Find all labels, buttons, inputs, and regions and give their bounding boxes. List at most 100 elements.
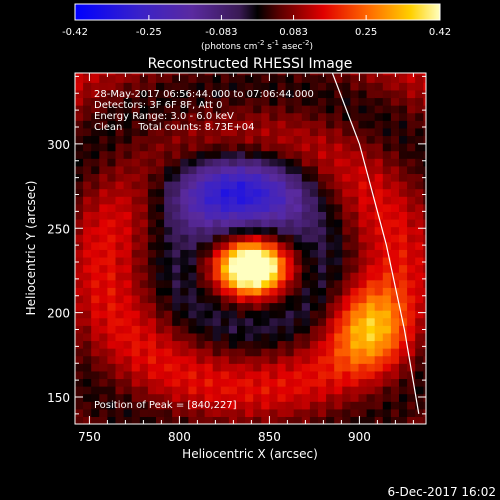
heatmap-cell — [139, 158, 149, 167]
heatmap-cell — [172, 135, 181, 144]
heatmap-cell — [253, 393, 262, 402]
heatmap-cell — [123, 173, 133, 182]
heatmap-cell — [147, 73, 157, 76]
colorbar-tick-label: -0.25 — [136, 27, 162, 38]
heatmap-cell — [293, 73, 303, 76]
heatmap-cell — [309, 135, 319, 144]
heatmap-cell — [350, 378, 360, 387]
heatmap-cell — [228, 287, 238, 296]
heatmap-cell — [269, 211, 279, 220]
heatmap-cell — [131, 226, 141, 235]
heatmap-cell — [123, 302, 133, 311]
colorbar-tick-label: 0.25 — [355, 27, 377, 38]
heatmap-cell — [156, 310, 165, 319]
heatmap-cell — [147, 105, 157, 114]
heatmap-cell — [407, 378, 416, 387]
heatmap-cell — [293, 112, 303, 121]
heatmap-cell — [131, 393, 141, 402]
heatmap-cell — [123, 105, 133, 114]
heatmap-cell — [374, 112, 384, 121]
heatmap-cell — [123, 272, 133, 281]
heatmap-cell — [164, 188, 173, 197]
heatmap-cell — [139, 105, 149, 114]
heatmap-cell — [301, 416, 311, 424]
heatmap-cell — [399, 393, 408, 402]
heatmap-cell — [123, 218, 133, 228]
heatmap-cell — [407, 294, 416, 304]
heatmap-cell — [83, 310, 92, 319]
heatmap-cell — [156, 348, 165, 357]
heatmap-cell — [91, 181, 100, 190]
heatmap-cell — [83, 135, 92, 144]
heatmap-cell — [318, 302, 327, 311]
heatmap-cell — [204, 393, 214, 402]
heatmap-cell — [99, 340, 108, 349]
heatmap-cell — [277, 287, 287, 296]
heatmap-cell — [399, 355, 408, 364]
heatmap-cell — [415, 112, 424, 121]
heatmap-cell — [309, 97, 319, 106]
heatmap-cell — [164, 89, 173, 99]
heatmap-cell — [390, 203, 400, 212]
heatmap-cell — [115, 211, 125, 220]
heatmap-cell — [309, 127, 319, 137]
heatmap-cell — [358, 211, 368, 220]
heatmap-cell — [99, 105, 108, 114]
heatmap-cell — [261, 82, 270, 91]
heatmap-cell — [261, 363, 270, 372]
heatmap-cell — [131, 272, 141, 281]
heatmap-cell — [83, 256, 92, 266]
heatmap-cell — [334, 188, 343, 197]
heatmap-cell — [285, 97, 295, 106]
heatmap-cell — [318, 294, 327, 304]
heatmap-cell — [318, 97, 327, 106]
heatmap-cell — [318, 165, 327, 175]
heatmap-cell — [147, 355, 157, 364]
heatmap-cell — [366, 211, 376, 220]
heatmap-cell — [277, 158, 287, 167]
heatmap-cell — [99, 165, 108, 175]
heatmap-cell — [309, 241, 319, 250]
heatmap-cell — [407, 143, 416, 152]
heatmap-cell — [301, 332, 311, 342]
heatmap-cell — [301, 143, 311, 152]
heatmap-cell — [131, 279, 141, 288]
heatmap-cell — [390, 401, 400, 410]
heatmap-cell — [123, 401, 133, 410]
heatmap-cell — [196, 82, 206, 91]
heatmap-cell — [374, 393, 384, 402]
heatmap-cell — [180, 181, 189, 190]
heatmap-cell — [318, 325, 327, 334]
heatmap-cell — [390, 218, 400, 228]
heatmap-cell — [285, 105, 295, 114]
heatmap-cell — [358, 165, 368, 175]
heatmap-cell — [172, 408, 181, 418]
heatmap-cell — [99, 355, 108, 364]
heatmap-cell — [269, 393, 279, 402]
heatmap-cell — [277, 97, 287, 106]
heatmap-cell — [253, 158, 262, 167]
heatmap-cell — [139, 143, 149, 152]
heatmap-cell — [277, 378, 287, 387]
heatmap-cell — [107, 196, 117, 205]
heatmap-cell — [358, 97, 368, 106]
heatmap-cell — [212, 363, 222, 372]
heatmap-cell — [147, 302, 157, 311]
heatmap-cell — [75, 355, 84, 364]
heatmap-cell — [75, 249, 84, 258]
heatmap-cell — [407, 112, 416, 121]
heatmap-cell — [196, 294, 206, 304]
heatmap-cell — [237, 378, 246, 387]
heatmap-cell — [390, 272, 400, 281]
heatmap-cell — [366, 340, 376, 349]
heatmap-cell — [180, 416, 189, 424]
heatmap-cell — [188, 310, 198, 319]
heatmap-cell — [309, 165, 319, 175]
heatmap-cell — [309, 348, 319, 357]
heatmap-cell — [91, 272, 100, 281]
heatmap-cell — [115, 272, 125, 281]
heatmap-cell — [293, 188, 303, 197]
heatmap-cell — [253, 73, 262, 76]
heatmap-cell — [358, 325, 368, 334]
heatmap-cell — [399, 203, 408, 212]
